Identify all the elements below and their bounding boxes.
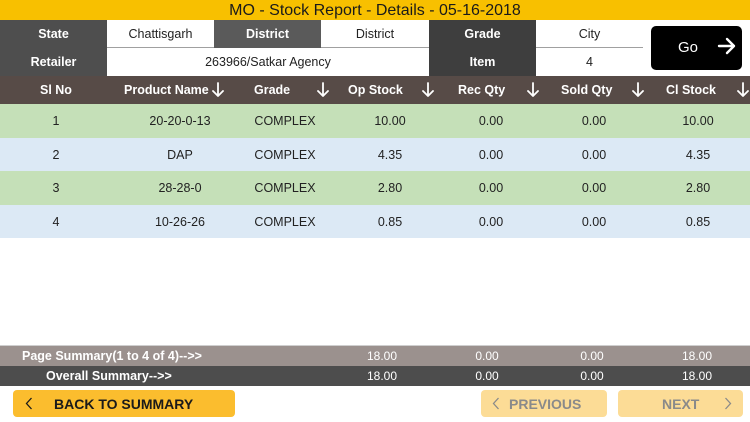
- cell-sold-qty: 0.00: [581, 214, 607, 229]
- item-label: Item: [429, 48, 536, 76]
- next-label: NEXT: [662, 396, 700, 412]
- column-product-name[interactable]: Product Name: [124, 83, 209, 97]
- cell-sold-qty: 0.00: [581, 181, 607, 195]
- table-row[interactable]: 3 28-28-0 COMPLEX 2.80 0.00 0.00 2.80: [0, 171, 750, 205]
- cell-grade: COMPLEX: [254, 214, 316, 229]
- column-sold-qty[interactable]: Sold Qty: [561, 83, 613, 97]
- cell-op-stock: 2.80: [377, 181, 403, 195]
- cell-product-name: 28-28-0: [158, 181, 202, 195]
- cell-product-name: 10-26-26: [154, 214, 206, 229]
- overall-summary-cl-stock: 18.00: [681, 369, 713, 383]
- cell-cl-stock: 2.80: [685, 181, 711, 195]
- sort-down-icon[interactable]: [737, 82, 749, 98]
- cell-cl-stock: 0.85: [685, 214, 711, 229]
- sort-down-icon[interactable]: [632, 82, 644, 98]
- cell-sl-no: 3: [52, 181, 60, 195]
- previous-button[interactable]: PREVIOUS: [481, 390, 607, 417]
- sort-down-icon[interactable]: [212, 82, 224, 98]
- cell-cl-stock: 4.35: [685, 147, 711, 162]
- cell-grade: COMPLEX: [254, 114, 316, 128]
- chevron-left-icon: [492, 397, 499, 410]
- cell-cl-stock: 10.00: [682, 114, 714, 128]
- go-button[interactable]: Go: [651, 26, 742, 70]
- table-row[interactable]: 2 DAP COMPLEX 4.35 0.00 0.00 4.35: [0, 137, 750, 171]
- sort-down-icon[interactable]: [317, 82, 329, 98]
- grade-field[interactable]: City: [536, 20, 643, 48]
- page-summary-cl-stock: 18.00: [681, 349, 713, 363]
- go-button-label: Go: [678, 39, 699, 56]
- overall-summary-label: Overall Summary-->>: [46, 369, 172, 383]
- cell-rec-qty: 0.00: [478, 114, 504, 128]
- state-field[interactable]: Chattisgarh: [107, 20, 214, 48]
- column-grade[interactable]: Grade: [254, 83, 291, 97]
- cell-rec-qty: 0.00: [478, 181, 504, 195]
- district-label: District: [214, 20, 321, 48]
- cell-op-stock: 0.85: [377, 214, 403, 229]
- chevron-left-icon: [25, 397, 32, 410]
- cell-rec-qty: 0.00: [478, 147, 504, 162]
- state-label: State: [0, 20, 107, 48]
- cell-grade: COMPLEX: [254, 181, 316, 195]
- cell-product-name: DAP: [167, 147, 193, 162]
- cell-sl-no: 4: [52, 214, 60, 229]
- table-body: 1 20-20-0-13 COMPLEX 10.00 0.00 0.00 10.…: [0, 104, 750, 238]
- cell-sold-qty: 0.00: [581, 114, 607, 128]
- cell-rec-qty: 0.00: [478, 214, 504, 229]
- district-field[interactable]: District: [321, 20, 429, 48]
- cell-op-stock: 10.00: [374, 114, 406, 128]
- previous-label: PREVIOUS: [509, 396, 582, 412]
- cell-sold-qty: 0.00: [581, 147, 607, 162]
- grade-label: Grade: [429, 20, 536, 48]
- overall-summary-row: Overall Summary-->> 18.00 0.00 0.00 18.0…: [0, 366, 750, 386]
- column-sl-no: Sl No: [40, 83, 72, 97]
- table-header: Sl No Product Name Grade Op Stock Rec Qt…: [0, 76, 750, 104]
- cell-grade: COMPLEX: [254, 147, 316, 162]
- page-summary-op-stock: 18.00: [366, 349, 398, 363]
- column-cl-stock[interactable]: Cl Stock: [666, 83, 717, 97]
- sort-down-icon[interactable]: [527, 82, 539, 98]
- sort-down-icon[interactable]: [422, 82, 434, 98]
- back-to-summary-label: BACK TO SUMMARY: [54, 396, 194, 412]
- cell-op-stock: 4.35: [377, 147, 403, 162]
- arrow-right-icon: [717, 37, 736, 55]
- next-button[interactable]: NEXT: [618, 390, 743, 417]
- overall-summary-sold-qty: 0.00: [580, 369, 604, 383]
- page-title: MO - Stock Report - Details - 05-16-2018: [0, 0, 750, 20]
- table-row[interactable]: 4 10-26-26 COMPLEX 0.85 0.00 0.00 0.85: [0, 204, 750, 238]
- filter-panel: State Chattisgarh District District Grad…: [0, 20, 750, 76]
- table-row[interactable]: 1 20-20-0-13 COMPLEX 10.00 0.00 0.00 10.…: [0, 104, 750, 138]
- chevron-right-icon: [725, 397, 732, 410]
- cell-sl-no: 1: [52, 114, 60, 128]
- retailer-label: Retailer: [0, 48, 107, 76]
- overall-summary-rec-qty: 0.00: [475, 369, 499, 383]
- page-summary-rec-qty: 0.00: [475, 349, 499, 363]
- cell-sl-no: 2: [52, 147, 60, 162]
- column-rec-qty[interactable]: Rec Qty: [458, 83, 506, 97]
- cell-product-name: 20-20-0-13: [149, 114, 211, 128]
- page-summary-row: Page Summary(1 to 4 of 4)-->> 18.00 0.00…: [0, 345, 750, 366]
- item-count: 4: [536, 48, 643, 76]
- column-op-stock[interactable]: Op Stock: [348, 83, 403, 97]
- page-summary-sold-qty: 0.00: [580, 349, 604, 363]
- retailer-field[interactable]: 263966/Satkar Agency: [107, 48, 429, 76]
- overall-summary-op-stock: 18.00: [366, 369, 398, 383]
- page-summary-label: Page Summary(1 to 4 of 4)-->>: [22, 349, 202, 363]
- back-to-summary-button[interactable]: BACK TO SUMMARY: [13, 390, 235, 417]
